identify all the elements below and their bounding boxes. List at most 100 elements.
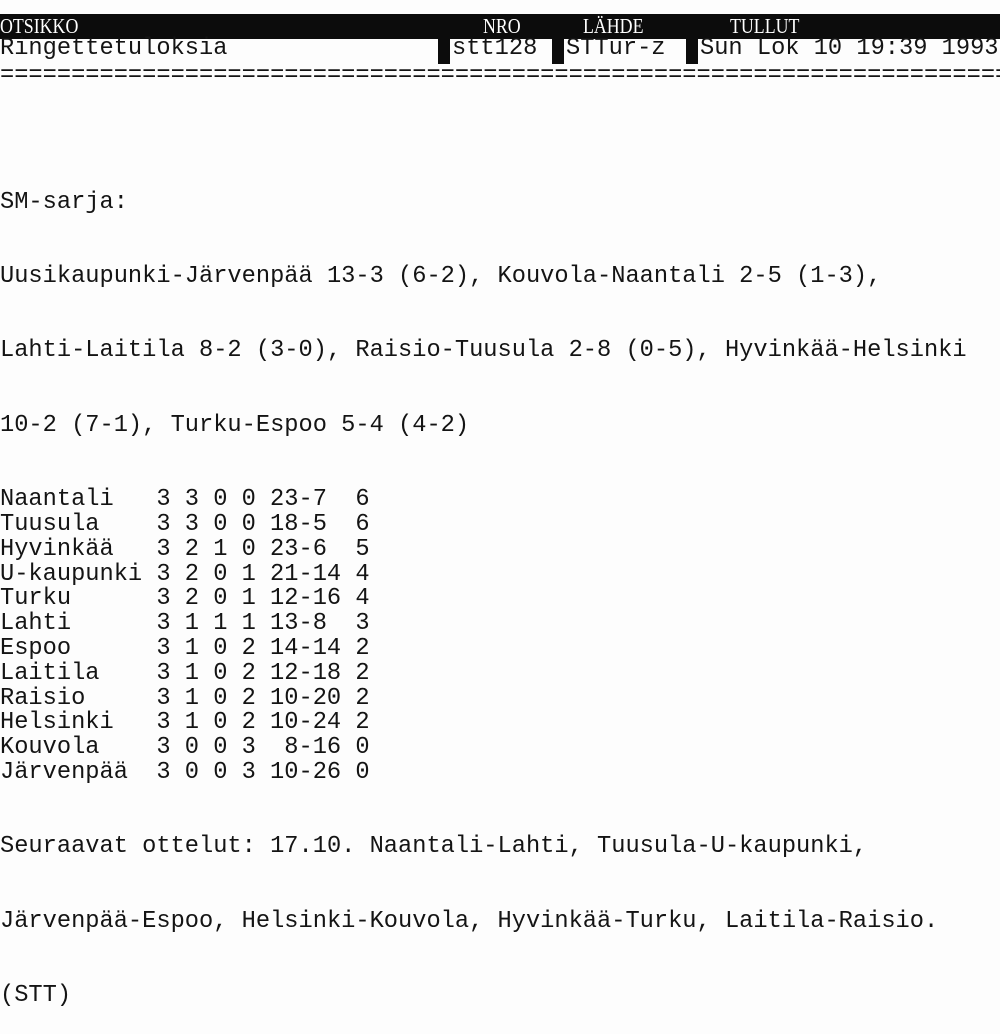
cell-goals: 23-7	[270, 486, 327, 514]
cell-pts: 6	[355, 486, 370, 514]
byline: (STT)	[0, 982, 72, 1010]
cell-w: 0	[184, 734, 199, 762]
cell-d: 1	[213, 610, 228, 638]
number-value: stt128	[452, 35, 538, 62]
cell-p: 3	[156, 510, 171, 538]
cell-l: 2	[241, 684, 256, 712]
cell-w: 1	[184, 659, 199, 687]
cell-d: 0	[213, 510, 228, 538]
cell-pts: 2	[355, 634, 370, 662]
cell-p: 3	[156, 758, 171, 786]
cell-team: Järvenpää	[0, 758, 128, 786]
standings-row: Tuusula 3 3 0 0 18-5 6	[0, 510, 967, 538]
separator	[438, 38, 450, 64]
cell-team: Hyvinkää	[0, 535, 114, 563]
cell-team: Lahti	[0, 610, 72, 638]
cell-goals: 23-6	[270, 535, 327, 563]
cell-pts: 4	[355, 560, 370, 588]
cell-pts: 4	[355, 585, 370, 613]
cell-l: 0	[241, 486, 256, 514]
cell-l: 2	[241, 659, 256, 687]
number-label: NRO	[483, 14, 521, 38]
result-line: Uusikaupunki-Järvenpää 13-3 (6-2), Kouvo…	[0, 262, 882, 290]
cell-pts: 0	[355, 734, 370, 762]
cell-d: 0	[213, 560, 228, 588]
cell-w: 0	[184, 758, 199, 786]
cell-w: 1	[184, 684, 199, 712]
cell-pts: 0	[355, 758, 370, 786]
cell-team: Kouvola	[0, 734, 100, 762]
standings-row: Espoo 3 1 0 2 14-14 2	[0, 634, 967, 662]
standings-row: Järvenpää 3 0 0 3 10-26 0	[0, 758, 967, 786]
cell-p: 3	[156, 486, 171, 514]
source-label: LÄHDE	[583, 14, 644, 38]
cell-goals: 10-26	[270, 758, 342, 786]
cell-p: 3	[156, 659, 171, 687]
cell-team: Tuusula	[0, 510, 100, 538]
arrived-value: Sun Lok 10 19:39 1993	[700, 35, 999, 62]
cell-pts: 3	[355, 610, 370, 638]
cell-pts: 5	[355, 535, 370, 563]
standings-row: Turku 3 2 0 1 12-16 4	[0, 587, 967, 612]
section-heading: SM-sarja:	[0, 188, 128, 216]
title-label: OTSIKKO	[0, 14, 79, 38]
cell-w: 2	[184, 560, 199, 588]
cell-team: U-kaupunki	[0, 560, 143, 588]
cell-goals: 12-16	[270, 585, 342, 613]
article-body: SM-sarja: Uusikaupunki-Järvenpää 13-3 (6…	[0, 141, 967, 1034]
standings-row: Kouvola 3 0 0 3 8-16 0	[0, 734, 967, 762]
cell-l: 0	[241, 535, 256, 563]
cell-w: 2	[184, 535, 199, 563]
next-games-line: Järvenpää-Espoo, Helsinki-Kouvola, Hyvin…	[0, 907, 939, 935]
cell-pts: 6	[355, 510, 370, 538]
cell-l: 0	[241, 510, 256, 538]
standings-row: U-kaupunki 3 2 0 1 21-14 4	[0, 560, 967, 588]
cell-team: Helsinki	[0, 709, 114, 737]
cell-p: 3	[156, 634, 171, 662]
cell-goals: 10-20	[270, 684, 342, 712]
cell-l: 2	[241, 634, 256, 662]
cell-p: 3	[156, 610, 171, 638]
cell-goals: 18-5	[270, 510, 327, 538]
cell-pts: 2	[355, 709, 370, 737]
standings-row: Hyvinkää 3 2 1 0 23-6 5	[0, 535, 967, 563]
separator	[686, 38, 698, 64]
cell-d: 0	[213, 585, 228, 613]
cell-w: 1	[184, 610, 199, 638]
next-games-line: Seuraavat ottelut: 17.10. Naantali-Lahti…	[0, 833, 868, 861]
cell-l: 3	[241, 758, 256, 786]
separator	[552, 38, 564, 64]
cell-d: 0	[213, 684, 228, 712]
cell-goals: 21-14	[270, 560, 342, 588]
cell-l: 3	[241, 734, 256, 762]
cell-w: 1	[184, 709, 199, 737]
cell-goals: 12-18	[270, 659, 342, 687]
divider-rule: ========================================…	[0, 64, 1000, 89]
cell-goals: 8-16	[270, 734, 342, 762]
cell-w: 1	[184, 634, 199, 662]
standings-row: Naantali 3 3 0 0 23-7 6	[0, 486, 967, 514]
standings-row: Lahti 3 1 1 1 13-8 3	[0, 610, 967, 638]
cell-p: 3	[156, 535, 171, 563]
cell-p: 3	[156, 709, 171, 737]
title-value: Ringettetuloksia	[0, 35, 228, 62]
cell-d: 0	[213, 758, 228, 786]
cell-d: 0	[213, 734, 228, 762]
cell-goals: 13-8	[270, 610, 327, 638]
cell-goals: 10-24	[270, 709, 342, 737]
cell-team: Laitila	[0, 659, 100, 687]
cell-p: 3	[156, 560, 171, 588]
cell-l: 1	[241, 610, 256, 638]
result-line: 10-2 (7-1), Turku-Espoo 5-4 (4-2)	[0, 411, 470, 439]
standings-row: Helsinki 3 1 0 2 10-24 2	[0, 711, 967, 736]
cell-d: 0	[213, 709, 228, 737]
cell-team: Turku	[0, 585, 72, 613]
cell-d: 0	[213, 486, 228, 514]
cell-p: 3	[156, 684, 171, 712]
cell-l: 2	[241, 709, 256, 737]
cell-team: Espoo	[0, 634, 72, 662]
cell-pts: 2	[355, 659, 370, 687]
cell-w: 3	[184, 486, 199, 514]
cell-w: 3	[184, 510, 199, 538]
cell-team: Naantali	[0, 486, 114, 514]
